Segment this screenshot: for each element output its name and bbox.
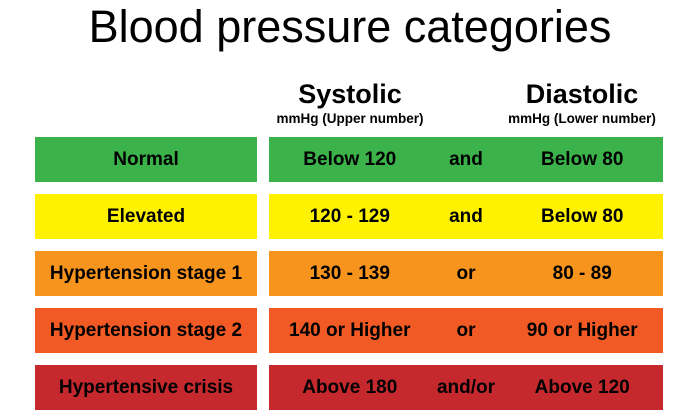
conjunction-label: or	[456, 320, 476, 341]
diastolic-value: Below 80	[541, 149, 624, 170]
diastolic-header-label: Diastolic	[525, 79, 639, 109]
category-label: Elevated	[35, 194, 257, 239]
conjunction-label: and/or	[436, 377, 496, 398]
category-label: Normal	[35, 137, 257, 182]
row-values: Below 120 and Below 80	[269, 137, 663, 182]
systolic-value: 120 - 129	[309, 206, 390, 227]
systolic-value: 130 - 139	[309, 263, 390, 284]
category-label: Hypertensive crisis	[35, 365, 257, 410]
table-row-elevated: Elevated 120 - 129 and Below 80	[35, 194, 663, 239]
systolic-value: Below 120	[303, 149, 397, 170]
category-label: Hypertension stage 2	[35, 308, 257, 353]
systolic-value: Above 180	[302, 377, 398, 398]
diastolic-header-unit: mmHg (Lower number)	[508, 111, 656, 127]
table-row-stage1: Hypertension stage 1 130 - 139 or 80 - 8…	[35, 251, 663, 296]
conjunction-label: or	[456, 263, 476, 284]
diastolic-column-header: Diastolic mmHg (Lower number)	[482, 79, 682, 127]
diastolic-value: 90 or Higher	[526, 320, 638, 341]
conjunction-label: and	[449, 149, 483, 170]
diastolic-value: Above 120	[534, 377, 630, 398]
row-values: 120 - 129 and Below 80	[269, 194, 663, 239]
table-row-crisis: Hypertensive crisis Above 180 and/or Abo…	[35, 365, 663, 410]
systolic-header-unit: mmHg (Upper number)	[276, 111, 424, 127]
category-label: Hypertension stage 1	[35, 251, 257, 296]
diastolic-value: Below 80	[541, 206, 624, 227]
systolic-column-header: Systolic mmHg (Upper number)	[250, 79, 450, 127]
conjunction-label: and	[449, 206, 483, 227]
table-row-stage2: Hypertension stage 2 140 or Higher or 90…	[35, 308, 663, 353]
row-values: 130 - 139 or 80 - 89	[269, 251, 663, 296]
category-table: Normal Below 120 and Below 80 Elevated 1…	[35, 137, 663, 420]
table-row-normal: Normal Below 120 and Below 80	[35, 137, 663, 182]
page-title: Blood pressure categories	[88, 1, 612, 52]
systolic-header-label: Systolic	[298, 79, 402, 109]
diastolic-value: 80 - 89	[552, 263, 612, 284]
row-values: Above 180 and/or Above 120	[269, 365, 663, 410]
systolic-value: 140 or Higher	[289, 320, 411, 341]
row-values: 140 or Higher or 90 or Higher	[269, 308, 663, 353]
